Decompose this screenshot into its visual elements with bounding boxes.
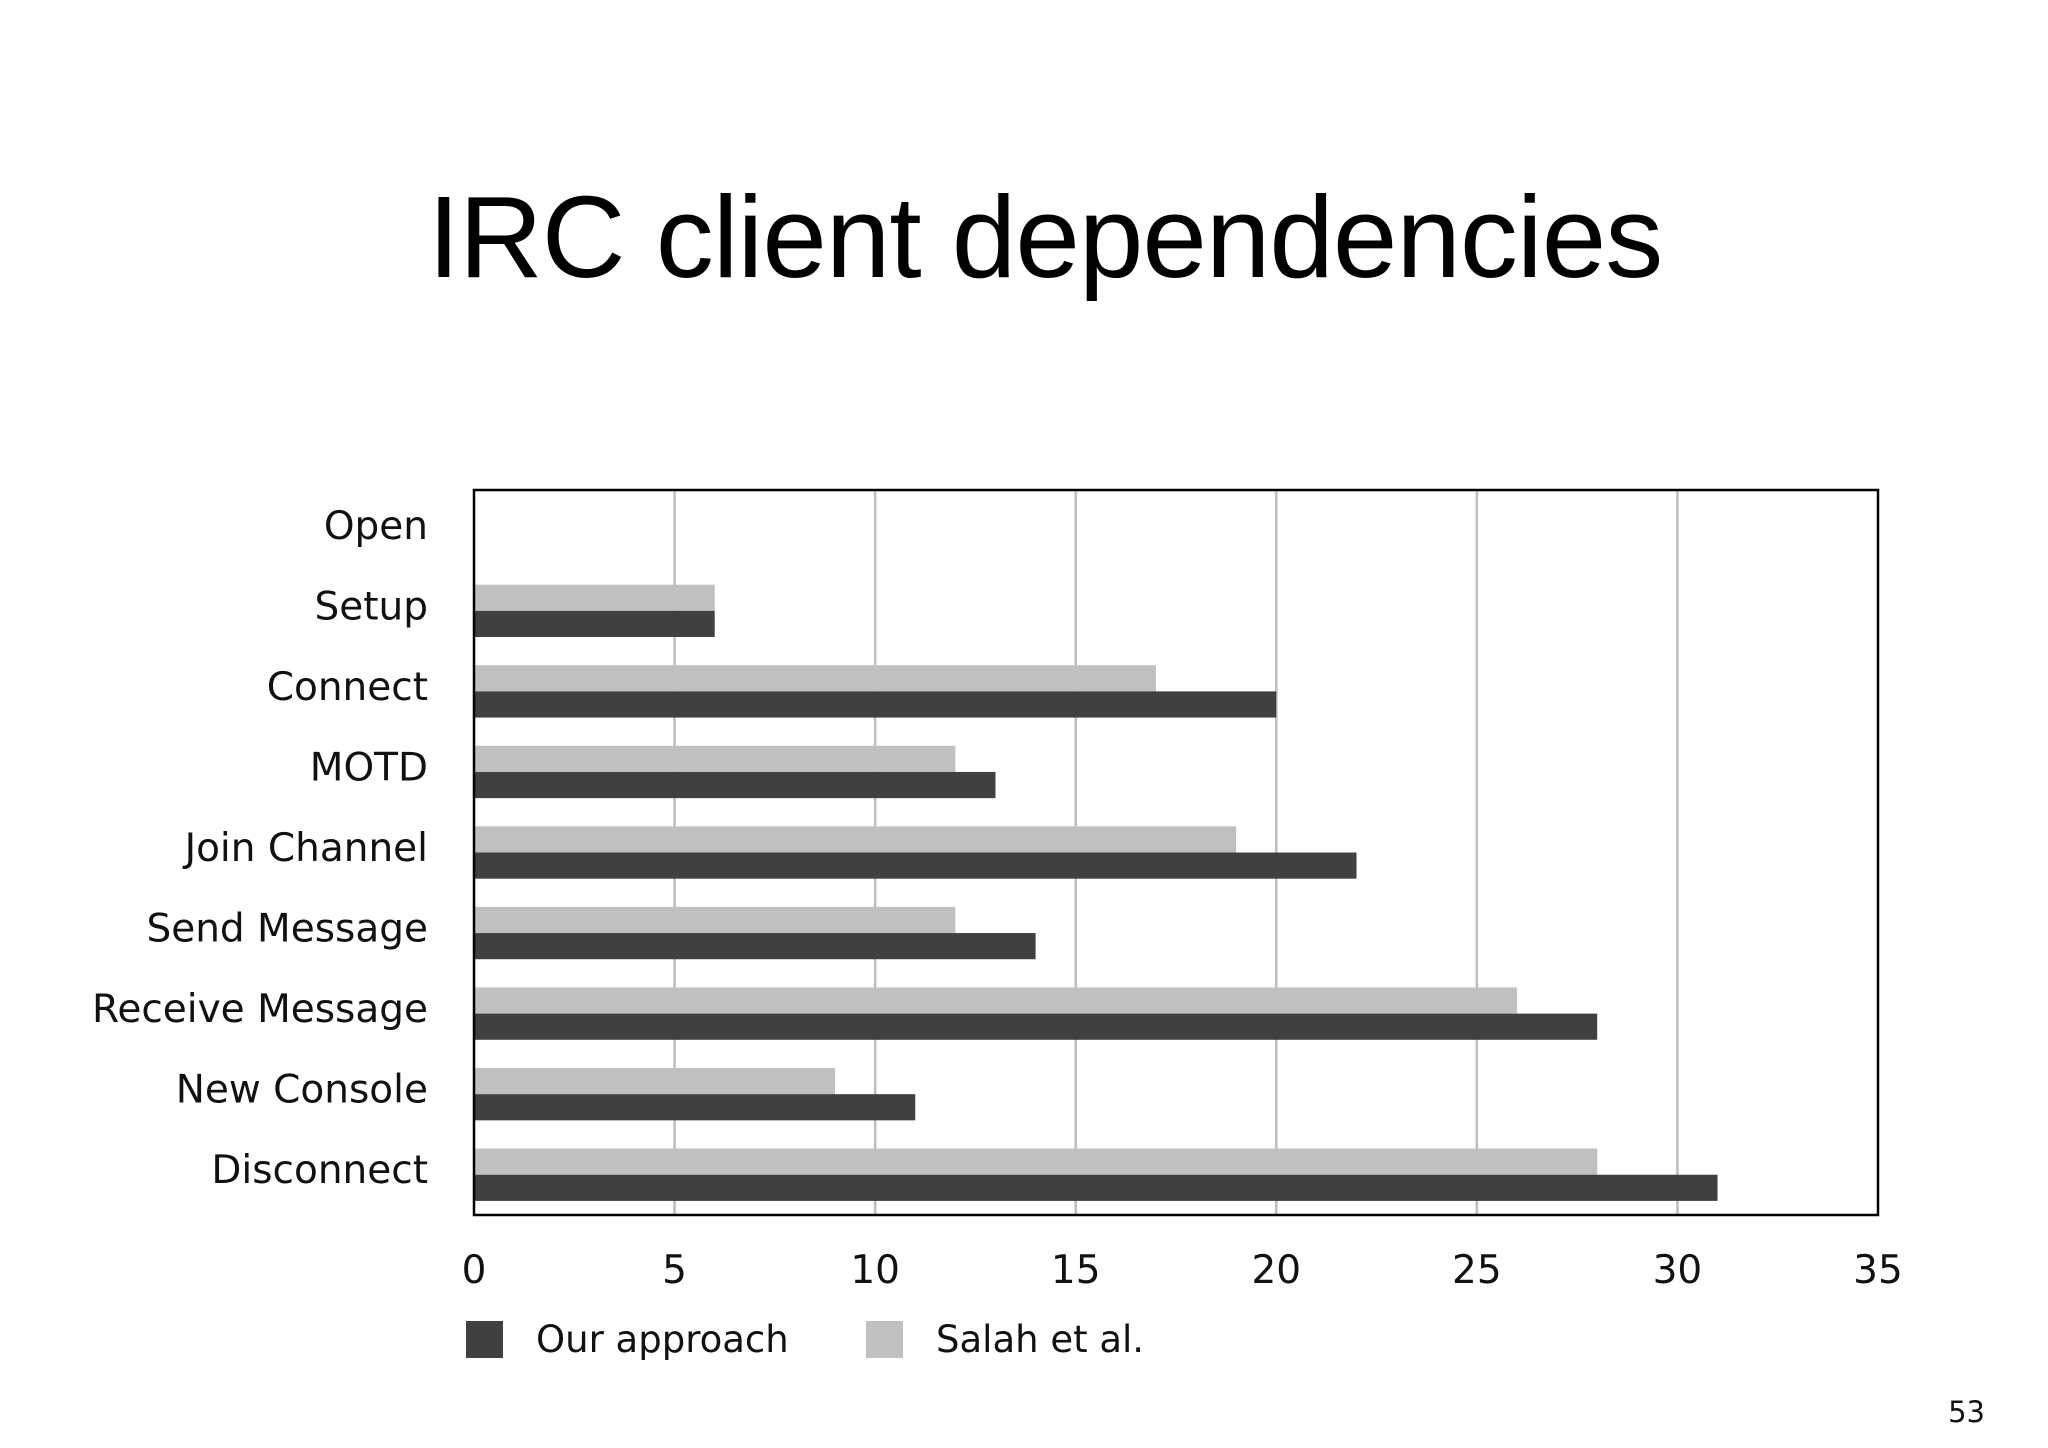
category-label: New Console (176, 1068, 428, 1113)
slide-title: IRC client dependencies (427, 172, 1663, 302)
bar-salah-et-al (474, 665, 1156, 692)
x-tick-label: 35 (1853, 1248, 1903, 1293)
x-axis-tick-labels: 0 5 10 15 20 25 30 35 (462, 1248, 1903, 1293)
legend-label: Our approach (536, 1318, 789, 1361)
bar-our-approach (474, 1013, 1598, 1040)
category-label: Receive Message (92, 987, 428, 1032)
x-tick-label: 10 (850, 1248, 900, 1293)
bars (474, 584, 1718, 1201)
category-label: Setup (314, 584, 428, 629)
bar-our-approach (474, 1094, 916, 1121)
bar-our-approach (474, 691, 1277, 718)
category-label: Open (324, 504, 428, 549)
legend-label: Salah et al. (936, 1318, 1144, 1361)
bar-salah-et-al (474, 906, 956, 934)
bar-salah-et-al (474, 987, 1517, 1014)
category-label: Join Channel (182, 826, 428, 871)
x-tick-label: 25 (1452, 1248, 1502, 1293)
legend-swatch (466, 1321, 503, 1358)
category-label: Disconnect (211, 1148, 428, 1193)
x-tick-label: 20 (1251, 1248, 1301, 1293)
category-labels: Open Setup Connect MOTD Join Channel Send Mes… (92, 504, 428, 1193)
bar-salah-et-al (474, 745, 956, 772)
legend: Our approach Salah et al. (466, 1318, 1144, 1361)
x-tick-label: 0 (462, 1248, 487, 1293)
bar-our-approach (474, 852, 1357, 879)
plot-frame (472, 488, 1880, 1217)
x-tick-label: 30 (1653, 1248, 1703, 1293)
bar-salah-et-al (474, 1148, 1598, 1175)
bar-our-approach (474, 610, 715, 638)
bar-salah-et-al (474, 1067, 836, 1095)
category-label: MOTD (310, 745, 428, 790)
bar-our-approach (474, 1174, 1718, 1201)
category-label: Connect (267, 665, 428, 710)
x-tick-label: 5 (662, 1248, 687, 1293)
bar-our-approach (474, 933, 1036, 960)
bar-salah-et-al (474, 584, 715, 611)
x-tick-label: 15 (1051, 1248, 1101, 1293)
bar-our-approach (474, 771, 996, 799)
category-label: Send Message (146, 907, 428, 952)
bar-salah-et-al (474, 826, 1237, 853)
legend-swatch (866, 1321, 903, 1358)
page-number: 53 (1948, 1395, 1985, 1429)
